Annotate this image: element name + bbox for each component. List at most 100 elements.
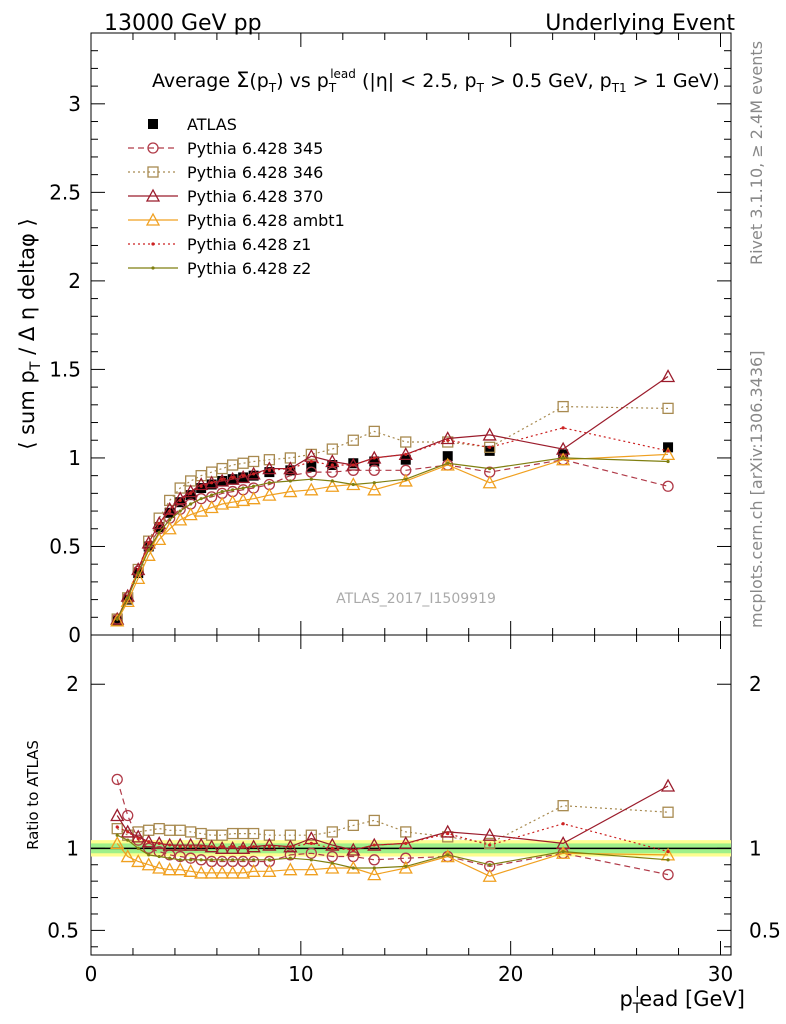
ratio-data-point bbox=[662, 806, 674, 818]
legend-marker bbox=[145, 212, 161, 226]
main-data-point bbox=[482, 427, 497, 441]
ratio-y-tick-label-right: 2 bbox=[749, 672, 762, 696]
legend-label: Pythia 6.428 370 bbox=[187, 187, 323, 206]
main-data-point bbox=[372, 456, 376, 460]
ratio-data-point bbox=[162, 862, 177, 876]
ratio-data-point bbox=[262, 863, 277, 877]
legend-label: Pythia 6.428 z1 bbox=[187, 235, 311, 254]
main-data-point bbox=[225, 471, 240, 485]
main-data-point bbox=[216, 462, 228, 475]
x-axis-label: pTlead [GeV] bbox=[619, 985, 745, 1017]
ratio-data-point bbox=[157, 841, 161, 846]
main-data-point bbox=[325, 478, 340, 492]
ratio-data-point bbox=[372, 843, 376, 847]
ratio-data-point bbox=[110, 808, 125, 822]
main-data-point bbox=[189, 502, 193, 506]
main-axis-ticks: 0 0.5 1 1.5 2 2.5 3 bbox=[49, 32, 731, 647]
main-data-point bbox=[252, 484, 256, 488]
main-data-point bbox=[666, 449, 670, 453]
ratio-data-point bbox=[126, 830, 130, 834]
legend-marker bbox=[145, 188, 161, 202]
main-data-point bbox=[196, 483, 207, 494]
main-series-6 bbox=[115, 456, 670, 621]
legend-marker bbox=[147, 142, 159, 154]
main-data-point bbox=[178, 498, 182, 503]
main-data-point bbox=[247, 455, 260, 468]
ratio-series-1 bbox=[111, 800, 674, 850]
ratio-data-point bbox=[241, 845, 245, 849]
ratio-data-point bbox=[284, 849, 296, 861]
ratio-data-point bbox=[215, 865, 230, 879]
ratio-data-point bbox=[660, 778, 676, 792]
legend-item: Pythia 6.428 346 bbox=[128, 163, 323, 182]
main-data-point bbox=[283, 484, 298, 498]
main-data-point bbox=[152, 532, 167, 546]
legend: ATLAS Pythia 6.428 345 Pythia 6.428 346 Pyt… bbox=[128, 115, 345, 278]
main-data-point bbox=[122, 592, 134, 604]
x-tick-label: 30 bbox=[708, 962, 733, 986]
main-data-point bbox=[183, 507, 198, 521]
ratio-series-3 bbox=[110, 836, 676, 882]
main-data-point bbox=[173, 491, 188, 505]
ratio-data-point bbox=[189, 845, 193, 849]
ratio-data-point bbox=[398, 860, 413, 874]
ratio-data-point bbox=[189, 858, 193, 862]
main-data-point bbox=[326, 443, 338, 455]
ratio-data-point bbox=[183, 863, 198, 877]
ratio-data-point bbox=[346, 842, 361, 856]
main-data-point bbox=[482, 475, 497, 489]
main-data-point bbox=[666, 459, 670, 464]
main-data-point bbox=[204, 500, 219, 514]
main-data-point bbox=[367, 482, 382, 496]
legend-label: ATLAS bbox=[187, 115, 237, 134]
main-data-point bbox=[262, 487, 277, 501]
ratio-data-point bbox=[446, 853, 450, 857]
legend-marker bbox=[148, 119, 158, 129]
ratio-data-point bbox=[309, 841, 313, 846]
plot-title: Average Σ(pT) vs pTlead (|η| < 2.5, pT >… bbox=[152, 67, 720, 95]
main-data-point bbox=[488, 445, 492, 449]
ratio-data-point bbox=[309, 858, 313, 862]
legend-item: Pythia 6.428 z1 bbox=[128, 235, 311, 254]
main-data-point bbox=[164, 494, 176, 507]
ratio-data-point bbox=[267, 858, 271, 862]
ratio-data-point bbox=[446, 831, 450, 836]
main-data-point bbox=[368, 464, 380, 476]
x-tick-label: 10 bbox=[288, 962, 313, 986]
main-data-point bbox=[662, 402, 674, 415]
ratio-data-point bbox=[304, 862, 319, 876]
main-y-tick-label: 1.5 bbox=[49, 357, 81, 381]
main-data-point bbox=[173, 512, 188, 526]
main-data-point bbox=[309, 459, 313, 464]
ratio-data-point bbox=[557, 800, 569, 812]
main-data-point bbox=[210, 493, 214, 497]
ratio-data-point bbox=[236, 840, 251, 854]
main-series-5 bbox=[115, 426, 670, 621]
main-data-point bbox=[225, 494, 240, 508]
main-data-point bbox=[110, 611, 125, 625]
main-data-point bbox=[185, 490, 196, 501]
ratio-data-point bbox=[162, 837, 177, 851]
ratio-data-point bbox=[482, 827, 497, 841]
ratio-data-point bbox=[488, 863, 492, 867]
main-data-point bbox=[199, 497, 203, 501]
ratio-data-point bbox=[199, 858, 203, 862]
legend-marker bbox=[151, 266, 155, 270]
main-data-point bbox=[236, 470, 251, 484]
ratio-data-point bbox=[666, 850, 670, 854]
main-data-point bbox=[215, 473, 230, 487]
main-data-point bbox=[157, 521, 161, 526]
ratio-data-point bbox=[556, 845, 571, 859]
main-data-point bbox=[398, 447, 413, 461]
main-data-point bbox=[115, 617, 119, 621]
main-data-point bbox=[162, 501, 177, 515]
ratio-data-point bbox=[173, 837, 188, 851]
main-data-point bbox=[660, 369, 676, 383]
ratio-data-point bbox=[561, 822, 565, 826]
main-data-point bbox=[346, 457, 361, 471]
ratio-data-point bbox=[372, 866, 376, 870]
collision-label: 13000 GeV pp bbox=[104, 11, 262, 36]
ratio-data-point bbox=[666, 858, 670, 862]
rivet-label: Rivet 3.1.10, ≥ 2.4M events bbox=[747, 41, 766, 265]
main-data-point bbox=[194, 477, 209, 491]
